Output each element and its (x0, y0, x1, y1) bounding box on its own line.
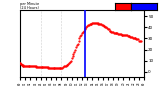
Text: Milwaukee Weather  Outdoor Temperature
vs Wind Chill
per Minute
(24 Hours): Milwaukee Weather Outdoor Temperature vs… (20, 0, 95, 10)
